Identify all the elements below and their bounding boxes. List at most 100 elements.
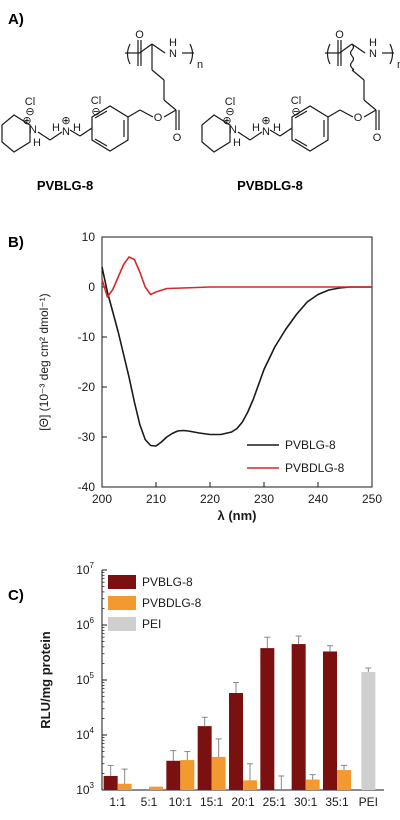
atom-o: O (173, 132, 182, 144)
x-tick-label: 5:1 (141, 795, 158, 809)
x-tick-label: 250 (362, 492, 382, 506)
y-tick-label: -40 (78, 480, 96, 494)
bar-pvblg-8 (260, 648, 275, 790)
y-tick-label: -30 (78, 430, 96, 444)
atom-n-subscript: n (197, 59, 203, 71)
x-tick-label: 15:1 (200, 795, 224, 809)
plot-frame (101, 236, 373, 488)
pvblg8-structure (1, 40, 194, 153)
atom-n: N (262, 126, 270, 138)
y-tick-label: 107 (76, 561, 94, 577)
atom-n-subscript: n (397, 59, 400, 71)
legend-label: PVBDLG-8 (142, 596, 202, 610)
legend-label: PVBLG-8 (285, 438, 336, 452)
bar-pvblg-8 (229, 693, 243, 790)
legend-label: PVBDLG-8 (285, 461, 345, 475)
atom-h: H (73, 122, 81, 134)
bar-pvbdlg-8 (149, 786, 163, 790)
atom-h: H (233, 137, 241, 149)
legend-swatch (108, 596, 136, 610)
atom-o: O (154, 112, 163, 124)
atom-cl: Cl (291, 95, 301, 107)
y-tick-label: -10 (78, 330, 96, 344)
y-tick-label: 0 (88, 280, 95, 294)
bar-pei (361, 671, 376, 790)
bar-pvblg-8 (323, 651, 337, 790)
bar-pvblg-8 (291, 644, 306, 790)
legend-swatch (108, 617, 136, 631)
y-tick-label: 105 (76, 671, 94, 687)
atom-o: O (135, 29, 144, 41)
atom-cl: Cl (91, 95, 101, 107)
atom-o: O (373, 132, 382, 144)
atom-h: H (273, 122, 281, 134)
bar-pvblg-8 (103, 775, 118, 790)
atom-charge: ⊖ (225, 106, 234, 118)
bar-pvbdlg-8 (117, 783, 132, 790)
y-axis-label: RLU/mg protein (38, 631, 53, 729)
legend-label: PEI (142, 617, 161, 631)
panel-c-label: C) (8, 587, 24, 604)
x-tick-label: 220 (200, 492, 220, 506)
y-tick-label: -20 (78, 380, 96, 394)
atom-h: H (52, 122, 60, 134)
x-tick-label: 1:1 (109, 795, 126, 809)
x-axis-label: λ (nm) (218, 508, 257, 523)
atom-charge: ⊕ (222, 115, 231, 127)
x-tick-label: 200 (92, 492, 112, 506)
bar-pvblg-8 (166, 760, 181, 790)
atom-charge: ⊖ (91, 106, 100, 118)
atom-o: O (354, 112, 363, 124)
y-tick-label: 10 (82, 230, 96, 244)
atom-n: N (369, 48, 377, 60)
transfection-bar-chart: 107 106 105 104 103 RLU/mg protein 1:1 5:1 10:1 1… (38, 561, 384, 809)
atom-cl: Cl (225, 96, 235, 108)
atom-cl: Cl (25, 96, 35, 108)
pvbdlg8-structure: O N H n O O Cl ⊖ N ⊕ H H N ⊕ H Cl ⊖ (201, 29, 400, 153)
y-tick-label: 106 (76, 616, 94, 632)
bar-pvbdlg-8 (243, 780, 257, 790)
pvblg8-name: PVBLG-8 (37, 178, 93, 193)
series-line-pvblg-8 (101, 266, 372, 447)
panel-b-label: B) (8, 234, 24, 251)
atom-charge: ⊖ (291, 106, 300, 118)
series-line-pvbdlg-8 (101, 256, 372, 298)
x-tick-label: PEI (359, 795, 378, 809)
x-tick-label: 230 (254, 492, 274, 506)
atom-n: N (29, 124, 37, 136)
atom-n: N (62, 126, 70, 138)
x-tick-label: 210 (146, 492, 166, 506)
bar-pvbdlg-8 (337, 770, 351, 790)
x-tick-label: 10:1 (169, 795, 193, 809)
bar-pvblg-8 (197, 726, 212, 790)
panel-a-label: A) (8, 11, 24, 28)
atom-h: H (252, 122, 260, 134)
x-tick-label: 30:1 (294, 795, 318, 809)
x-tick-label: 25:1 (263, 795, 287, 809)
bar-pvbdlg-8 (305, 779, 320, 790)
legend-swatch (108, 575, 136, 589)
legend-label: PVBLG-8 (142, 575, 193, 589)
atom-charge: ⊕ (261, 115, 270, 127)
y-axis-label: [Θ] (10⁻³ deg cm² dmol⁻¹) (37, 293, 51, 430)
atom-h: H (33, 137, 41, 149)
atom-h: H (169, 37, 177, 49)
x-tick-label: 35:1 (325, 795, 349, 809)
pvbdlg8-name: PVBDLG-8 (237, 178, 303, 193)
atom-n: N (229, 124, 237, 136)
atom-h: H (369, 37, 377, 49)
atom-charge: ⊕ (61, 115, 70, 127)
bar-pvbdlg-8 (180, 760, 195, 790)
x-tick-label: 20:1 (231, 795, 255, 809)
atom-charge: ⊕ (22, 115, 31, 127)
atom-o: O (335, 29, 344, 41)
bar-pvbdlg-8 (211, 756, 226, 790)
atom-n: N (169, 48, 177, 60)
y-tick-label: 103 (76, 781, 94, 797)
x-tick-label: 240 (308, 492, 328, 506)
y-tick-label: 104 (76, 726, 94, 742)
atom-charge: ⊖ (25, 106, 34, 118)
pvblg8-atom-labels: O N H n O O Cl ⊖ N ⊕ H H N ⊕ H Cl ⊖ (22, 29, 203, 149)
